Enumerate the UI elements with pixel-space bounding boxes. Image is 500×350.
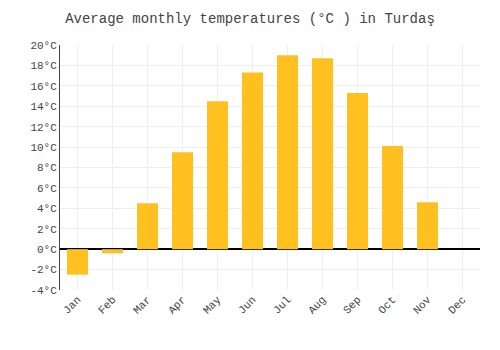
svg-text:14°C: 14°C (30, 101, 57, 113)
svg-text:4°C: 4°C (37, 203, 57, 215)
svg-text:Jul: Jul (271, 294, 293, 316)
svg-text:Feb: Feb (96, 294, 118, 316)
svg-text:2°C: 2°C (37, 224, 57, 236)
svg-text:Mar: Mar (131, 294, 153, 316)
svg-text:Apr: Apr (166, 294, 188, 316)
svg-text:16°C: 16°C (30, 81, 57, 93)
svg-text:Average monthly temperatures (: Average monthly temperatures (°C ) in Tu… (65, 11, 435, 27)
svg-text:Jun: Jun (236, 294, 258, 316)
svg-text:0°C: 0°C (37, 244, 57, 256)
svg-text:Oct: Oct (376, 294, 398, 316)
svg-text:-2°C: -2°C (30, 264, 57, 276)
svg-text:Sep: Sep (341, 294, 363, 316)
svg-text:10°C: 10°C (30, 142, 57, 154)
svg-text:20°C: 20°C (30, 40, 57, 52)
svg-text:Dec: Dec (446, 294, 468, 316)
svg-text:Nov: Nov (411, 294, 434, 317)
svg-text:6°C: 6°C (37, 183, 57, 195)
svg-text:May: May (201, 294, 224, 317)
svg-text:12°C: 12°C (30, 122, 57, 134)
svg-text:Aug: Aug (306, 294, 328, 316)
svg-text:Jan: Jan (61, 294, 83, 316)
svg-text:-4°C: -4°C (30, 285, 57, 297)
svg-text:8°C: 8°C (37, 162, 57, 174)
svg-text:18°C: 18°C (30, 60, 57, 72)
